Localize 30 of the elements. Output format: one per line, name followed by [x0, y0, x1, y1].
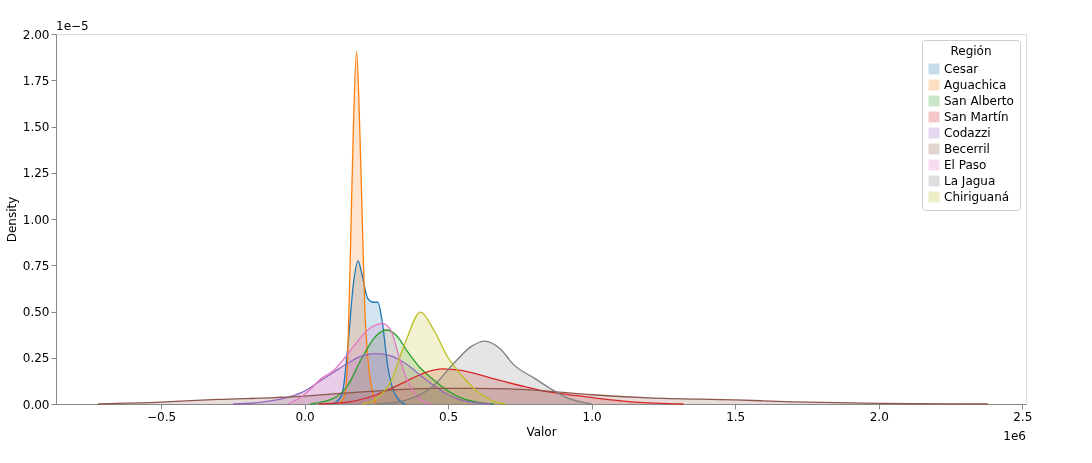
- legend-label: Cesar: [944, 62, 979, 76]
- x-tick-label: 1.5: [726, 409, 746, 424]
- text: 1e−5: [56, 19, 89, 33]
- y-tick-label: 1.75: [22, 73, 50, 88]
- legend-label: Chiriguaná: [944, 190, 1010, 204]
- x-tick-label: −0.5: [147, 409, 177, 424]
- x-tick-label: 2.5: [1013, 409, 1033, 424]
- legend-label: San Martín: [944, 110, 1009, 124]
- x-tick-label: 0.0: [295, 409, 315, 424]
- x-tick-label: 0.5: [439, 409, 459, 424]
- y-tick-label: 1.25: [22, 166, 50, 181]
- x-axis-title: Valor: [526, 424, 557, 439]
- legend-label: Codazzi: [944, 126, 991, 140]
- y-tick-label: 0.50: [22, 305, 50, 319]
- y-tick-label: 0.75: [22, 258, 50, 273]
- legend-label: La Jagua: [944, 174, 996, 188]
- y-tick-label: 2.00: [22, 27, 50, 42]
- y-axis-title: Density: [4, 196, 19, 243]
- y-tick-label: 0.25: [22, 351, 50, 366]
- y-tick-label: 0.00: [22, 397, 50, 412]
- legend-label: San Alberto: [944, 94, 1014, 108]
- x-tick-label: 2.0: [869, 409, 889, 424]
- y-tick-label: 1.50: [22, 120, 50, 134]
- x-tick-label: 1.0: [582, 409, 602, 424]
- legend-label: El Paso: [944, 158, 987, 172]
- legend-title: Región: [950, 44, 992, 58]
- y-tick-label: 1.00: [22, 212, 50, 227]
- text: 1e6: [1003, 429, 1026, 443]
- legend-label: Becerril: [944, 142, 990, 156]
- legend-label: Aguachica: [944, 78, 1007, 92]
